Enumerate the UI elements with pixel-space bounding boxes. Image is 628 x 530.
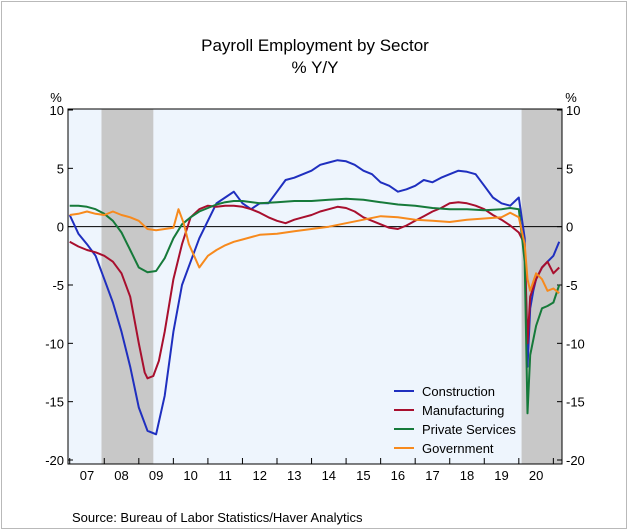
- y-tick-label-right: 0: [566, 220, 573, 235]
- x-tick-label: 13: [287, 468, 301, 483]
- x-tick-label: 16: [391, 468, 405, 483]
- plot-border: [67, 108, 563, 465]
- y-tick-label-right: -5: [566, 278, 578, 293]
- y-tick-label-right: -20: [566, 453, 585, 468]
- legend-label-private-services: Private Services: [422, 422, 516, 437]
- x-tick-label: 08: [114, 468, 128, 483]
- chart-title: Payroll Employment by Sector: [201, 36, 429, 55]
- y-axis-label-left: %: [50, 90, 62, 105]
- y-tick-label-right: -10: [566, 336, 585, 351]
- x-tick-label: 17: [425, 468, 439, 483]
- x-tick-label: 12: [252, 468, 266, 483]
- axes: 10 10 5 5 0 0 -5 -5 -10 -10 -15 -15 -20 -20 07 08 09 10 11…: [45, 103, 585, 483]
- legend: Construction Manufacturing Private Service…: [394, 384, 516, 456]
- x-tick-label: 19: [494, 468, 508, 483]
- series-line-government: [69, 208, 560, 294]
- legend-label-manufacturing: Manufacturing: [422, 403, 504, 418]
- y-tick-label-right: -15: [566, 395, 585, 410]
- series-line-construction: [68, 159, 561, 436]
- x-tick-label: 07: [80, 468, 94, 483]
- y-axis-label-right: %: [565, 90, 577, 105]
- series-line-private-services: [69, 197, 561, 415]
- legend-label-construction: Construction: [422, 384, 495, 399]
- y-tick-label-left: -10: [45, 336, 64, 351]
- y-tick-label-left: -20: [45, 453, 64, 468]
- legend-label-government: Government: [422, 441, 494, 456]
- x-tick-label: 09: [149, 468, 163, 483]
- y-tick-label-right: 5: [566, 161, 573, 176]
- chart-subtitle: % Y/Y: [292, 58, 339, 77]
- x-tick-label: 18: [460, 468, 474, 483]
- x-tick-label: 10: [183, 468, 197, 483]
- y-tick-label-left: -5: [52, 278, 64, 293]
- x-tick-label: 11: [218, 468, 232, 483]
- y-tick-label-left: 0: [57, 220, 64, 235]
- y-tick-label-left: -15: [45, 395, 64, 410]
- y-tick-label-right: 10: [566, 103, 580, 118]
- series-lines: [68, 159, 561, 436]
- x-tick-label: 15: [356, 468, 370, 483]
- x-tick-label: 14: [322, 468, 336, 483]
- source-note: Source: Bureau of Labor Statistics/Haver…: [72, 510, 363, 525]
- y-tick-label-left: 10: [50, 103, 64, 118]
- y-tick-label-left: 5: [57, 161, 64, 176]
- x-tick-label: 20: [529, 468, 543, 483]
